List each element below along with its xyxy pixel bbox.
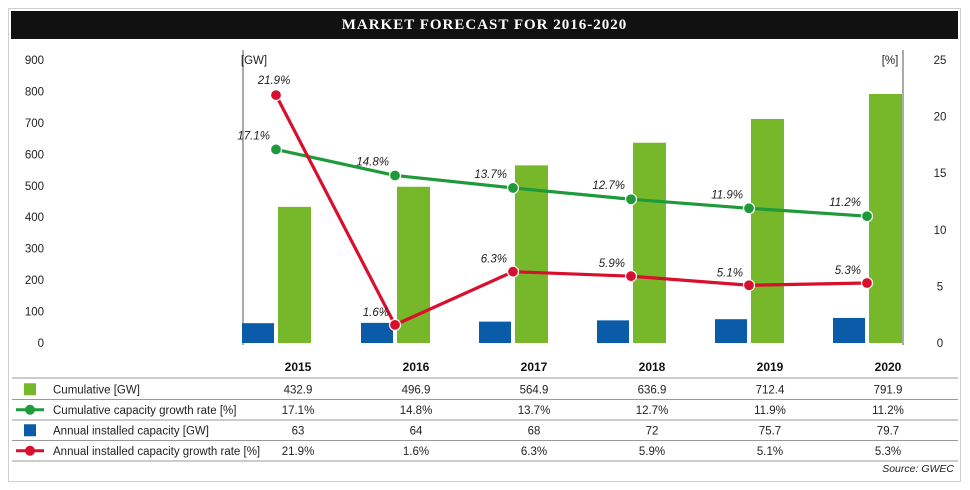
cumulative-legend-swatch — [24, 383, 36, 396]
cumulative-growth-point — [742, 202, 756, 215]
right-axis-tick-label: 25 — [934, 55, 947, 67]
left-axis-tick-label: 700 — [25, 118, 44, 130]
annual-growth-legend-label: Annual installed capacity growth rate [%… — [53, 446, 260, 458]
annual-capacity-bar — [242, 323, 274, 343]
annual-growth-data-label: 21.9% — [257, 75, 291, 87]
right-axis-tick-label: 15 — [934, 168, 947, 180]
table-cell: 712.4 — [756, 384, 785, 396]
right-axis-tick-label: 0 — [937, 338, 943, 350]
cumulative-growth-legend-label: Cumulative capacity growth rate [%] — [53, 405, 236, 417]
right-axis-tick-label: 5 — [937, 281, 943, 293]
table-cell: 64 — [410, 425, 423, 437]
cumulative-growth-data-label: 11.9% — [711, 189, 743, 201]
annual-growth-data-label: 6.3% — [481, 254, 507, 266]
annual-growth-line — [274, 94, 868, 327]
annual-growth-data-label: 1.6% — [363, 307, 389, 319]
annual-growth-data-label: 5.9% — [599, 258, 625, 270]
table-cell: 5.9% — [639, 446, 665, 458]
cumulative-capacity-bar — [869, 93, 902, 343]
table-cell: 1.6% — [403, 446, 429, 458]
table-cell: 12.7% — [636, 405, 669, 417]
cumulative-capacity-bar — [751, 118, 784, 343]
right-axis-unit: [%] — [882, 55, 899, 67]
cumulative-growth-data-label: 14.8% — [356, 156, 389, 168]
annual-capacity-bar — [715, 319, 747, 343]
right-axis-tick-label: 20 — [934, 112, 947, 124]
annual-growth-point — [624, 270, 638, 283]
table-year-header: 2017 — [521, 360, 548, 374]
left-axis-tick-label: 400 — [25, 212, 44, 224]
cumulative-growth-data-label: 13.7% — [474, 169, 507, 181]
left-axis-tick-label: 800 — [25, 86, 44, 98]
cumulative-legend-label: Cumulative [GW] — [53, 384, 140, 396]
table-cell: 636.9 — [638, 384, 667, 396]
table-cell: 496.9 — [402, 384, 431, 396]
cumulative-growth-point — [506, 181, 520, 195]
annual-growth-point — [742, 279, 756, 292]
annual-capacity-bar — [479, 321, 511, 343]
right-axis-tick-label: 10 — [934, 225, 947, 237]
table-year-header: 2018 — [639, 360, 666, 374]
table-cell: 68 — [528, 425, 541, 437]
left-axis-tick-label: 600 — [25, 149, 44, 161]
cumulative-growth-point — [860, 210, 874, 223]
annual-capacity-bar — [597, 320, 629, 343]
cumulative-growth-data-label: 12.7% — [592, 180, 625, 192]
table-year-header: 2016 — [403, 360, 430, 374]
table-year-header: 2015 — [285, 360, 312, 374]
table-cell: 79.7 — [877, 425, 899, 437]
table-cell: 432.9 — [284, 384, 313, 396]
left-axis-tick-label: 100 — [25, 307, 44, 319]
table-cell: 17.1% — [282, 405, 315, 417]
table-cell: 5.1% — [757, 446, 783, 458]
annual-growth-point — [860, 276, 874, 290]
annual-growth-point — [506, 265, 520, 278]
table-year-header: 2019 — [757, 360, 784, 374]
chart-title: MARKET FORECAST FOR 2016-2020 — [11, 11, 958, 39]
cumulative-growth-point — [269, 143, 283, 156]
table-cell: 11.9% — [754, 405, 786, 417]
table-cell: 564.9 — [520, 384, 549, 396]
cumulative-capacity-bar — [397, 186, 430, 343]
cumulative-capacity-bar — [515, 165, 548, 343]
chart-frame: MARKET FORECAST FOR 2016-2020 — [8, 8, 961, 482]
table-cell: 63 — [292, 425, 305, 437]
left-axis-tick-label: 0 — [38, 338, 44, 350]
table-cell: 13.7% — [518, 405, 551, 417]
cumulative-growth-data-label: 17.1% — [237, 130, 270, 142]
table-cell: 6.3% — [521, 446, 547, 458]
annual-capacity-bar — [361, 322, 393, 343]
annual-growth-data-label: 5.3% — [835, 265, 861, 277]
cumulative-growth-line — [275, 147, 868, 218]
annual-growth-point — [269, 88, 283, 102]
table-cell: 72 — [646, 425, 659, 437]
table-cell: 791.9 — [874, 384, 903, 396]
annual-capacity-bar — [833, 317, 865, 343]
table-cell: 14.8% — [400, 405, 433, 417]
table-cell: 75.7 — [759, 425, 781, 437]
left-axis-tick-label: 500 — [25, 181, 44, 193]
annual-legend-swatch — [24, 424, 36, 437]
annual-growth-legend-marker-icon — [25, 445, 35, 456]
table-cell: 21.9% — [282, 446, 315, 458]
left-axis-tick-label: 900 — [25, 55, 44, 67]
cumulative-growth-legend-marker-icon — [25, 404, 35, 415]
left-axis-unit: [GW] — [241, 55, 267, 67]
source-note: Source: GWEC — [882, 463, 954, 475]
cumulative-growth-data-label: 11.2% — [829, 197, 861, 209]
left-axis-tick-label: 200 — [25, 275, 44, 287]
left-axis-tick-label: 300 — [25, 244, 44, 256]
table-cell: 11.2% — [872, 405, 904, 417]
table-year-header: 2020 — [875, 360, 902, 374]
annual-growth-data-label: 5.1% — [717, 267, 743, 279]
annual-legend-label: Annual installed capacity [GW] — [53, 425, 209, 437]
table-cell: 5.3% — [875, 446, 901, 458]
cumulative-growth-point — [624, 193, 638, 206]
cumulative-capacity-bar — [278, 206, 311, 343]
cumulative-growth-point — [388, 169, 402, 182]
annual-growth-point — [388, 318, 402, 331]
cumulative-capacity-bar — [633, 142, 666, 343]
